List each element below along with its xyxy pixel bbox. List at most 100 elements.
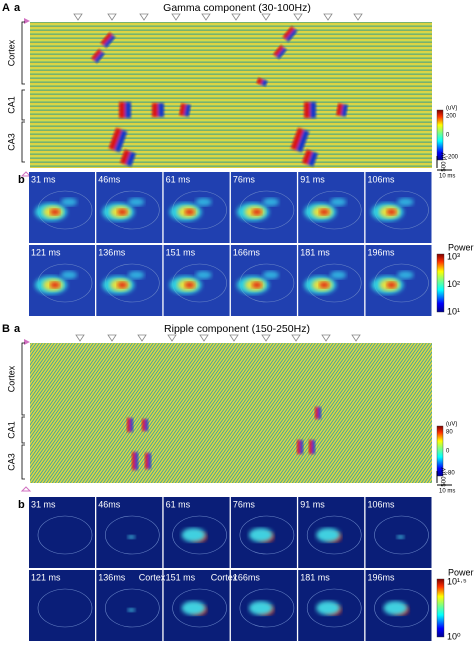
burst-blue xyxy=(340,104,348,117)
burst xyxy=(256,77,268,87)
label: CA3 xyxy=(6,133,16,151)
label: b xyxy=(18,174,25,186)
burst-red xyxy=(336,103,344,116)
label: 46ms xyxy=(98,174,121,184)
label: Gamma component (30-100Hz) xyxy=(163,2,311,14)
label: b xyxy=(18,499,25,511)
frame xyxy=(96,497,163,568)
label: Power xyxy=(448,242,474,252)
burst-red xyxy=(142,419,145,431)
burst-blue xyxy=(296,129,310,153)
colorbar xyxy=(436,109,444,161)
marker-triangle xyxy=(139,13,149,21)
label: 106ms xyxy=(368,499,396,509)
label: 61 ms xyxy=(166,499,191,509)
label: 61 ms xyxy=(166,174,191,184)
label: 200 xyxy=(446,114,457,120)
burst-red xyxy=(297,440,300,454)
frame xyxy=(96,570,163,641)
label: 76ms xyxy=(233,499,256,509)
burst xyxy=(152,103,164,117)
brain-outline xyxy=(37,588,93,628)
activity xyxy=(50,282,60,288)
region-bracket xyxy=(21,444,25,480)
burst-red xyxy=(119,102,125,118)
burst-red xyxy=(309,440,312,454)
burst xyxy=(336,103,348,117)
marker-triangle xyxy=(293,13,303,21)
activity xyxy=(396,535,405,539)
burst-red xyxy=(282,26,295,40)
activity xyxy=(316,528,341,542)
label: -80 xyxy=(446,471,455,477)
burst-blue xyxy=(310,102,316,118)
region-bracket xyxy=(21,21,25,85)
burst xyxy=(309,440,315,454)
activity xyxy=(127,608,136,612)
marker-triangle xyxy=(73,13,83,21)
label: 10³ xyxy=(447,251,460,261)
activity xyxy=(386,209,397,215)
label: B xyxy=(2,323,10,335)
burst xyxy=(119,102,131,118)
activity xyxy=(330,271,347,279)
burst-blue xyxy=(130,418,133,432)
marker-triangle xyxy=(351,334,361,342)
label: 10 ms xyxy=(439,174,455,180)
brain-outline xyxy=(306,588,362,628)
label: 500 µV xyxy=(442,152,448,171)
brain-outline xyxy=(374,515,429,555)
region-bracket xyxy=(21,121,25,163)
burst xyxy=(273,44,287,60)
burst-red xyxy=(108,127,122,151)
burst xyxy=(100,32,116,48)
label: 10⁰ xyxy=(447,631,461,641)
burst-blue xyxy=(307,151,319,167)
label: 0 xyxy=(446,449,450,455)
label: Power xyxy=(448,567,474,577)
start-marker xyxy=(24,18,30,24)
marker-triangle xyxy=(229,334,239,342)
activity xyxy=(248,601,273,615)
activity xyxy=(61,271,77,279)
traces xyxy=(30,22,432,168)
burst xyxy=(145,453,151,469)
activity xyxy=(386,282,397,288)
power-colorbar xyxy=(436,253,445,313)
activity xyxy=(330,198,347,206)
activity xyxy=(397,198,414,206)
label: CA1 xyxy=(6,421,16,439)
label: Cortex xyxy=(211,572,238,582)
activity xyxy=(251,209,262,215)
activity xyxy=(262,198,279,206)
marker-triangle xyxy=(231,13,241,21)
label: CA3 xyxy=(6,453,16,471)
burst-red xyxy=(273,44,284,57)
brain-outline xyxy=(306,515,362,555)
colorbar xyxy=(436,425,444,477)
activity xyxy=(319,282,330,288)
burst-blue xyxy=(260,79,268,87)
label: Ripple component (150-250Hz) xyxy=(164,323,310,335)
brain-outline xyxy=(105,588,160,628)
burst-blue xyxy=(276,47,287,60)
burst-blue xyxy=(135,452,138,470)
region-bracket xyxy=(21,89,25,121)
label: 46ms xyxy=(98,499,121,509)
burst-red xyxy=(132,452,135,470)
activity xyxy=(195,271,212,279)
burst-blue xyxy=(183,104,191,117)
activity xyxy=(181,528,206,542)
frame xyxy=(29,497,95,568)
activity xyxy=(127,535,136,539)
label: 121 ms xyxy=(31,247,61,257)
marker-triangle xyxy=(75,334,85,342)
activity xyxy=(248,528,273,542)
label: 91 ms xyxy=(300,174,325,184)
burst-red xyxy=(100,32,113,46)
burst xyxy=(91,48,105,64)
label: A xyxy=(2,2,10,14)
marker-triangle xyxy=(261,13,271,21)
marker-triangle xyxy=(201,13,211,21)
